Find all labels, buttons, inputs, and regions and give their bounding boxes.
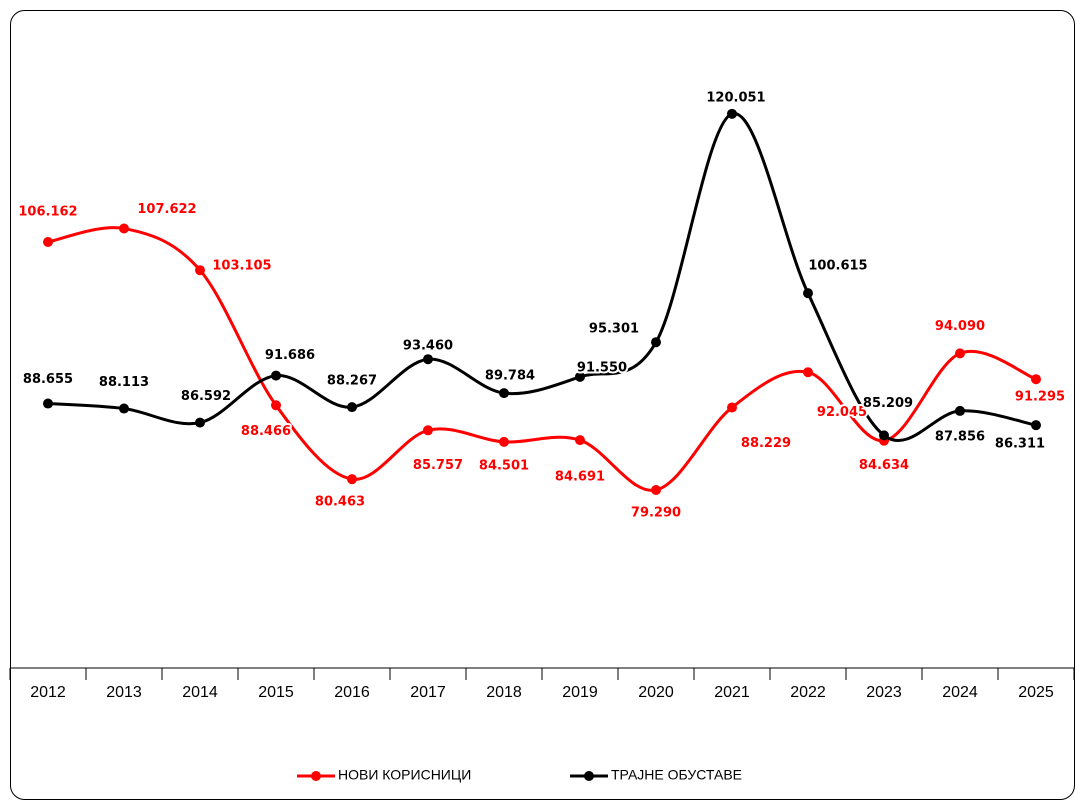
data-label: 84.634: [859, 458, 909, 473]
data-label: 88.267: [327, 374, 377, 389]
data-point: [651, 337, 661, 348]
chart-frame: [10, 10, 1075, 800]
data-point: [499, 436, 509, 447]
data-label: 88.113: [99, 375, 149, 390]
data-label: 86.592: [181, 389, 231, 404]
x-tick-label: 2024: [942, 684, 978, 701]
data-point: [803, 288, 813, 299]
data-label: 88.655: [23, 372, 73, 387]
x-tick-label: 2025: [1018, 684, 1054, 701]
legend-label: ТРАЈНЕ ОБУСТАВЕ: [611, 767, 742, 783]
data-point: [727, 108, 737, 119]
data-point: [43, 236, 53, 247]
data-label: 120.051: [706, 90, 765, 105]
x-tick-label: 2023: [866, 684, 902, 701]
data-label: 80.463: [315, 495, 365, 510]
x-tick-label: 2021: [714, 684, 750, 701]
data-label: 85.757: [413, 458, 463, 473]
x-tick-label: 2013: [106, 684, 142, 701]
legend-marker: [584, 771, 594, 781]
data-label: 86.311: [995, 437, 1045, 452]
x-tick-label: 2020: [638, 684, 674, 701]
series-line: [47, 112, 1037, 443]
data-point: [271, 400, 281, 411]
data-label: 89.784: [485, 369, 535, 384]
data-label: 91.295: [1015, 390, 1065, 405]
data-point: [423, 354, 433, 365]
data-label: 88.229: [741, 436, 791, 451]
data-point: [1031, 374, 1041, 385]
data-point: [955, 348, 965, 359]
data-label: 85.209: [863, 396, 913, 411]
x-tick-label: 2022: [790, 684, 826, 701]
data-label: 103.105: [212, 259, 271, 274]
data-point: [499, 388, 509, 399]
data-label: 84.691: [555, 470, 605, 485]
data-point: [43, 398, 53, 409]
data-point: [955, 405, 965, 416]
data-point: [803, 367, 813, 378]
data-label: 91.550: [577, 360, 627, 375]
data-point: [727, 402, 737, 413]
data-label: 79.290: [631, 505, 681, 520]
data-label: 100.615: [808, 259, 867, 274]
data-point: [423, 425, 433, 436]
data-point: [1031, 420, 1041, 431]
data-label: 106.162: [18, 204, 77, 219]
data-point: [575, 371, 585, 382]
data-point: [195, 265, 205, 276]
data-point: [575, 435, 585, 446]
data-point: [119, 403, 129, 414]
x-tick-label: 2012: [30, 684, 66, 701]
data-label: 92.045: [817, 405, 867, 420]
data-point: [347, 402, 357, 413]
data-point: [195, 417, 205, 428]
x-tick-label: 2019: [562, 684, 598, 701]
x-tick-label: 2018: [486, 684, 522, 701]
x-tick-label: 2017: [410, 684, 446, 701]
data-point: [347, 474, 357, 485]
data-point: [879, 430, 889, 441]
legend-label: НОВИ КОРИСНИЦИ: [338, 767, 471, 783]
data-label: 93.460: [403, 339, 453, 354]
data-label: 88.466: [241, 424, 291, 439]
data-label: 94.090: [935, 319, 985, 334]
x-tick-label: 2014: [182, 684, 218, 701]
data-label: 91.686: [265, 348, 315, 363]
data-point: [119, 223, 129, 234]
data-label: 84.501: [479, 458, 529, 473]
x-tick-label: 2015: [258, 684, 294, 701]
legend-marker: [311, 771, 321, 781]
data-label: 107.622: [137, 202, 196, 217]
data-label: 87.856: [935, 429, 985, 444]
x-tick-label: 2016: [334, 684, 370, 701]
data-point: [651, 484, 661, 495]
data-label: 95.301: [589, 322, 639, 337]
data-point: [271, 370, 281, 381]
